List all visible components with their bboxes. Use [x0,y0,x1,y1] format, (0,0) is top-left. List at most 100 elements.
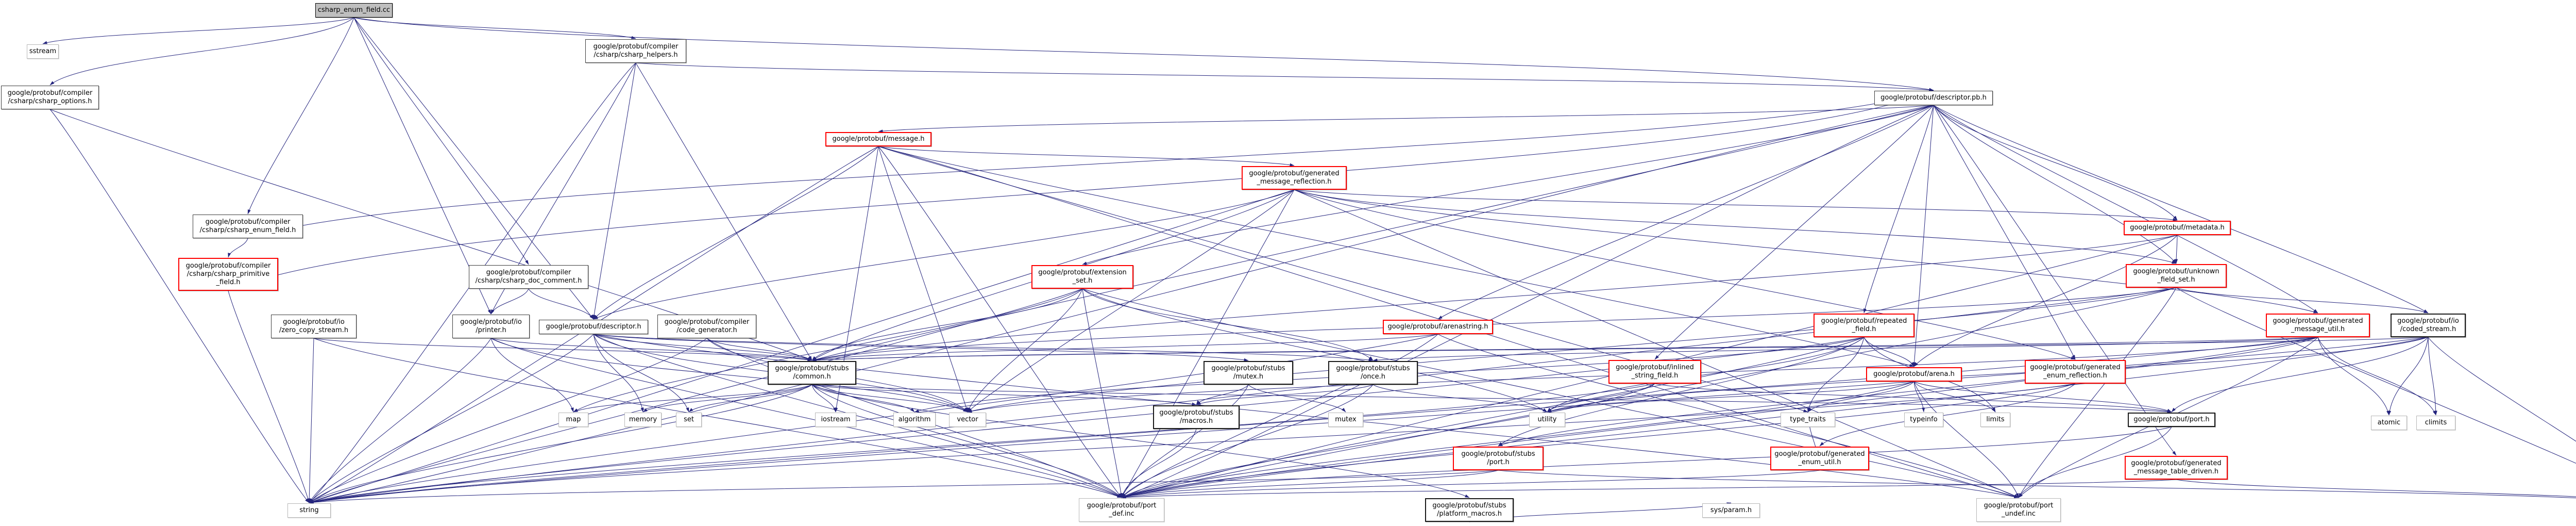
include-node-gerefl[interactable]: google/protobuf/generated _enum_reflecti… [2025,360,2126,384]
include-edge-metadata-ufs [2175,235,2178,264]
include-node-sstream[interactable]: sstream [27,44,59,59]
include-edge-descriptor_pb-metadata [1933,105,2178,221]
include-edge-gmr-ufs [1294,189,2177,264]
include-edge-gmu-climits [2317,337,2436,416]
include-node-descriptor_pb[interactable]: google/protobuf/descriptor.pb.h [1874,91,1993,105]
include-edge-tdriven-assert [2176,479,2576,497]
include-node-inlined[interactable]: google/protobuf/inlined _string_field.h [1608,360,1701,384]
include-edge-enum_field_h-primitive [228,238,248,258]
include-node-ufs[interactable]: google/protobuf/unknown _field_set.h [2126,264,2227,288]
include-node-port_def[interactable]: google/protobuf/port _def.inc [1079,498,1164,522]
include-node-sonce[interactable]: google/protobuf/stubs /once.h [1328,361,1418,385]
include-node-iostream[interactable]: iostream [815,413,856,427]
include-edge-descriptor_pb-message [878,105,1934,133]
include-node-geutil[interactable]: google/protobuf/generated _enum_util.h [1770,447,1869,470]
include-edge-common-port_def [811,384,1122,498]
include-node-metadata[interactable]: google/protobuf/metadata.h [2124,221,2231,235]
include-node-zero_copy[interactable]: google/protobuf/io /zero_copy_stream.h [271,315,357,338]
include-node-smutex[interactable]: google/protobuf/stubs /mutex.h [1204,361,1293,385]
include-node-algorithm[interactable]: algorithm [893,413,936,427]
include-node-arenastring[interactable]: google/protobuf/arenastring.h [1383,320,1493,334]
include-edge-printer-common [490,338,812,361]
include-edge-gerefl-string [309,383,2076,504]
include-node-doc_comment[interactable]: google/protobuf/compiler /csharp/csharp_… [469,265,588,289]
include-edge-coded-climits [2428,337,2437,416]
include-node-primitive[interactable]: google/protobuf/compiler /csharp/csharp_… [178,258,278,291]
include-edge-gmu-string [309,337,2318,504]
include-node-platform[interactable]: google/protobuf/stubs /platform_macros.h [1425,498,1514,522]
include-node-tdriven[interactable]: google/protobuf/generated _message_table… [2125,456,2228,480]
include-edge-gmr-port_undef [1294,189,2019,498]
include-node-code_gen[interactable]: google/protobuf/compiler /code_generator… [657,315,756,338]
include-edge-enum_field_h-descriptor_pb [247,90,1934,239]
include-node-options[interactable]: google/protobuf/compiler /csharp/csharp_… [1,86,99,109]
include-node-common[interactable]: google/protobuf/stubs /common.h [768,361,856,385]
include-edge-root-options [49,17,354,86]
include-edge-primitive-descriptor_pb [228,90,1934,291]
include-edge-descriptor_pb-arenastring [1437,105,1934,320]
include-node-message[interactable]: google/protobuf/message.h [825,132,931,146]
include-edge-arena-utility [1547,381,1914,413]
include-node-string[interactable]: string [287,503,331,518]
include-node-atomic[interactable]: atomic [2371,416,2407,430]
include-node-printer[interactable]: google/protobuf/io /printer.h [452,315,530,338]
include-edge-arena-port_def [1121,381,1914,498]
include-edge-descriptor_pb-gerefl [1933,105,2076,360]
include-edge-message-descriptor_h [593,146,879,320]
include-edge-descriptor_pb-arena [1912,105,1934,367]
include-edge-root-helpers [353,17,636,39]
include-edge-options-string [49,109,310,503]
include-node-port_h[interactable]: google/protobuf/port.h [2128,413,2215,427]
include-node-set[interactable]: set [676,413,702,427]
include-node-typeinfo[interactable]: typeinfo [1904,413,1943,427]
include-edge-gmu-sport [1498,337,2318,447]
include-edge-geutil-port_def [1121,470,1820,499]
include-node-memory[interactable]: memory [624,413,662,427]
include-node-lmutex[interactable]: mutex [1328,413,1363,427]
include-edge-gmu-sonce [1372,337,2318,362]
include-node-gmr[interactable]: google/protobuf/generated _message_refle… [1242,166,1347,190]
include-node-vector[interactable]: vector [949,413,986,427]
include-node-coded[interactable]: google/protobuf/io /coded_stream.h [2391,314,2466,337]
include-edge-gmu-atomic [2317,337,2389,416]
include-edge-gmu-common [811,337,2318,362]
include-node-sysparam[interactable]: sys/param.h [1702,503,1760,518]
include-edge-printer-vector [490,338,968,413]
include-node-arena[interactable]: google/protobuf/arena.h [1866,367,1962,382]
include-node-climits[interactable]: climits [2416,416,2455,430]
include-edge-descriptor_pb-ufs [1933,105,2177,264]
include-node-descriptor_h[interactable]: google/protobuf/descriptor.h [539,320,648,334]
include-edge-inlined-utility [1547,383,1655,413]
include-edge-descriptor_pb-repeated [1863,105,1934,314]
include-edge-arena-typeinfo [1913,381,1925,413]
include-node-extension_set[interactable]: google/protobuf/extension _set.h [1031,265,1133,289]
include-node-utility[interactable]: utility [1529,413,1565,427]
include-edge-sonce-macros [1196,384,1374,405]
include-edge-message-vector [878,146,968,413]
include-node-ttraits[interactable]: type_traits [1781,413,1835,427]
include-edge-zero_copy-common [313,338,812,361]
include-node-repeated[interactable]: google/protobuf/repeated _field.h [1814,314,1914,337]
include-node-enum_field_h[interactable]: google/protobuf/compiler /csharp/csharp_… [193,215,303,238]
include-node-map[interactable]: map [558,413,588,427]
include-edge-repeated-ttraits [1807,337,1865,413]
include-edge-metadata-common [811,235,2178,361]
include-node-macros[interactable]: google/protobuf/stubs /macros.h [1153,405,1240,429]
include-edge-smutex-macros [1196,384,1249,405]
include-edge-descriptor_h-string [309,334,594,503]
include-node-limits[interactable]: limits [1980,413,2010,427]
include-edge-common-set [688,384,812,413]
include-edge-arena-limits [1913,381,1996,413]
include-edge-message-port_def [878,146,1122,498]
include-edge-common-string [309,384,812,503]
include-edge-printer-map [490,338,574,413]
include-node-gmu[interactable]: google/protobuf/generated _message_util.… [2266,314,2370,337]
graph-root-node[interactable]: csharp_enum_field.cc [315,3,393,18]
include-node-helpers[interactable]: google/protobuf/compiler /csharp/csharp_… [585,39,686,63]
include-edge-helpers-descriptor_pb [635,62,1934,92]
include-node-sport[interactable]: google/protobuf/stubs /port.h [1453,447,1544,470]
include-edge-common-iostream [811,384,836,413]
include-edge-ufs-vector [967,287,2177,413]
include-node-port_undef[interactable]: google/protobuf/port _undef.inc [1976,498,2061,522]
include-edge-gmr-metadata [1294,189,2178,221]
